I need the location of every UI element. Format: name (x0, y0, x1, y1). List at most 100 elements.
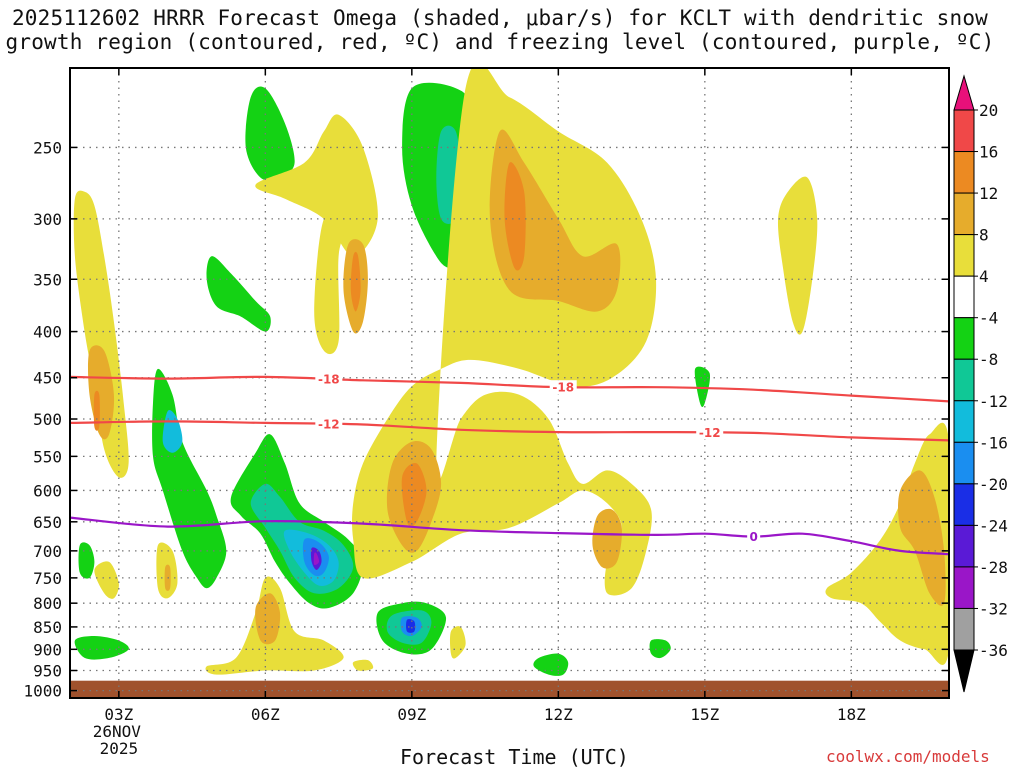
omega-area-18 (504, 162, 526, 271)
y-tick-label-300: 300 (33, 210, 62, 229)
colorbar-label-12: 12 (979, 184, 998, 203)
colorbar: 20 16 12 8 4 -4 -8 -12 -16 -20 -24 -28 -32 -36 (953, 74, 1008, 693)
axes: 250 300 350 400 450 500 550 600 650 700 750 800 850 9… (23, 68, 949, 758)
chart-title-line2: growth region (contoured, red, ºC) and f… (5, 30, 995, 54)
x-tick-label-06Z: 06Z (251, 705, 280, 724)
colorbar-label-20: 20 (979, 101, 998, 120)
y-tick-label-1000: 1000 (23, 682, 62, 701)
y-tick-label-750: 750 (33, 569, 62, 588)
y-tick-label-700: 700 (33, 542, 62, 561)
omega-area-21 (592, 508, 622, 569)
isotherm-label-0-0: 0 (749, 530, 757, 544)
plot-frame (69, 67, 950, 699)
omega-area-35 (255, 593, 281, 645)
x-axis-label: Forecast Time (UTC) (400, 745, 629, 769)
colorbar-label--32: -32 (979, 599, 1008, 618)
colorbar-bin-16-20 (953, 109, 975, 153)
colorbar-label-8: 8 (979, 226, 989, 245)
x-tick-year: 2025 (100, 739, 139, 758)
omega-area-25 (777, 176, 818, 335)
y-tick-label-450: 450 (33, 369, 62, 388)
colorbar-label--36: -36 (979, 641, 1008, 660)
omega-area-20 (401, 462, 427, 527)
colorbar-bin--20--16 (953, 441, 975, 485)
omega-area-28 (694, 366, 711, 408)
colorbar-label-16: 16 (979, 143, 998, 162)
y-tick-label-400: 400 (33, 323, 62, 342)
omega-area-33 (74, 636, 129, 660)
colorbar-label--12: -12 (979, 392, 1008, 411)
x-tick-label-12Z: 12Z (544, 705, 573, 724)
colorbar-bin-8-12 (953, 192, 975, 236)
ground-surface (70, 680, 949, 698)
colorbar-bin-4-8 (953, 234, 975, 277)
colorbar-bin--8--4 (953, 317, 975, 360)
isotherm-label-bg--18-0 (315, 372, 343, 387)
grid-lines (70, 68, 949, 698)
colorbar-bin-12-16 (953, 151, 975, 194)
y-tick-label-950: 950 (33, 662, 62, 681)
chart-title: 2025112602 HRRR Forecast Omega (shaded, … (0, 6, 1000, 54)
omega-area-22 (314, 210, 349, 355)
chart-title-line1: 2025112602 HRRR Forecast Omega (shaded, … (11, 6, 989, 30)
colorbar-label--20: -20 (979, 475, 1008, 494)
omega-area-27 (898, 470, 946, 606)
omega-area-11 (245, 86, 295, 181)
isotherm-label-bg-0-0 (747, 529, 761, 544)
isotherm-label--12-0: -12 (318, 417, 340, 431)
y-tick-label-850: 850 (33, 618, 62, 637)
isotherm-line--12 (70, 420, 949, 442)
site-credit-link[interactable]: coolwx.com/models (826, 747, 990, 766)
y-tick-label-350: 350 (33, 270, 62, 289)
x-tick-label-03Z: 03Z (104, 705, 133, 724)
colorbar-label--24: -24 (979, 516, 1008, 535)
isotherm-line-0 (70, 516, 949, 556)
omega-area-0 (73, 190, 129, 478)
x-tick-label-09Z: 09Z (397, 705, 426, 724)
isotherm-label--18-0: -18 (318, 373, 340, 387)
isotherm-line--18 (70, 375, 949, 403)
omega-area-2 (93, 390, 100, 431)
omega-area-10 (313, 552, 320, 566)
y-tick-label-650: 650 (33, 513, 62, 532)
x-tick-date: 26NOV (93, 722, 142, 741)
colorbar-bin--16--12 (953, 400, 975, 443)
omega-area-17 (489, 129, 621, 312)
isotherm-label-bg--18-1 (549, 380, 577, 395)
omega-area-42 (533, 653, 569, 676)
isotherm-label-bg--12-0 (315, 416, 343, 431)
y-tick-label-500: 500 (33, 410, 62, 429)
isotherm-label--18-1: -18 (552, 381, 574, 395)
colorbar-bin--28--24 (953, 524, 975, 568)
omega-area-24 (350, 251, 361, 312)
x-tick-label-18Z: 18Z (837, 705, 866, 724)
colorbar-bin-bottom (953, 649, 975, 693)
y-tick-label-550: 550 (33, 447, 62, 466)
colorbar-label--16: -16 (979, 433, 1008, 452)
omega-area-43 (649, 639, 671, 659)
x-tick-label-15Z: 15Z (690, 705, 719, 724)
y-tick-label-800: 800 (33, 594, 62, 613)
colorbar-bin--4-4 (953, 275, 975, 319)
omega-area-12 (206, 256, 271, 332)
colorbar-label--28: -28 (979, 558, 1008, 577)
colorbar-bin--36--32 (953, 607, 975, 651)
omega-shading (73, 68, 949, 676)
colorbar-label-4: 4 (979, 267, 989, 286)
omega-area-40 (449, 626, 466, 659)
omega-area-39 (406, 619, 416, 633)
colorbar-bin--32--28 (953, 566, 975, 609)
isotherm-contours: -18 -18 -12 -12 0 (70, 372, 949, 556)
colorbar-bin-top (953, 74, 975, 111)
y-tick-label-600: 600 (33, 481, 62, 500)
colorbar-label--4: -4 (979, 309, 998, 328)
omega-area-41 (352, 659, 374, 671)
isotherm-label-bg--12-1 (696, 425, 724, 440)
isotherm-label--12-1: -12 (699, 426, 721, 440)
y-tick-label-250: 250 (33, 138, 62, 157)
omega-area-29 (94, 561, 119, 599)
y-tick-label-900: 900 (33, 640, 62, 659)
colorbar-bin--24--20 (953, 483, 975, 526)
colorbar-label--8: -8 (979, 350, 998, 369)
